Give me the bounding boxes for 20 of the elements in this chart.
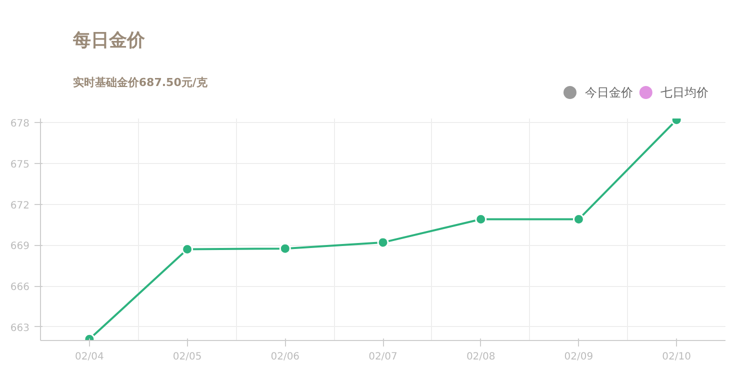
point: [279, 242, 291, 254]
point: [377, 236, 389, 248]
x-tick-label: 02/08: [466, 352, 496, 362]
chart-title: 每日金价: [72, 30, 146, 51]
legend-label: 七日均价: [660, 86, 709, 100]
y-tick-label: 666: [10, 282, 30, 294]
x-tick-label: 02/07: [368, 352, 398, 362]
x-tick-label: 02/09: [564, 352, 594, 362]
x-tick-label: 02/06: [270, 352, 300, 362]
point: [182, 244, 194, 255]
legend-label: 今日金价: [584, 86, 633, 100]
chart-subtitle: 实时基础金价687.50元/克: [72, 76, 208, 89]
y-tick-label: 678: [10, 118, 30, 130]
y-tick-label: 672: [10, 200, 30, 212]
x-tick-label: 02/10: [662, 352, 691, 362]
y-tick-label: 669: [10, 241, 30, 252]
y-tick-label: 675: [10, 159, 30, 170]
x-tick-label: 02/04: [75, 352, 104, 362]
y-tick-label: 663: [10, 322, 30, 334]
x-tick-label: 02/05: [172, 352, 202, 362]
